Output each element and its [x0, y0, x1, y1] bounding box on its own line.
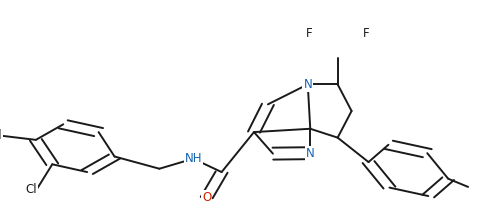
- Text: F: F: [363, 27, 370, 40]
- Text: O: O: [202, 191, 211, 204]
- Text: F: F: [305, 27, 312, 40]
- Text: Cl: Cl: [0, 129, 2, 142]
- Text: N: N: [303, 78, 312, 91]
- Text: Cl: Cl: [25, 183, 37, 196]
- Text: NH: NH: [184, 152, 202, 165]
- Text: N: N: [306, 147, 315, 160]
